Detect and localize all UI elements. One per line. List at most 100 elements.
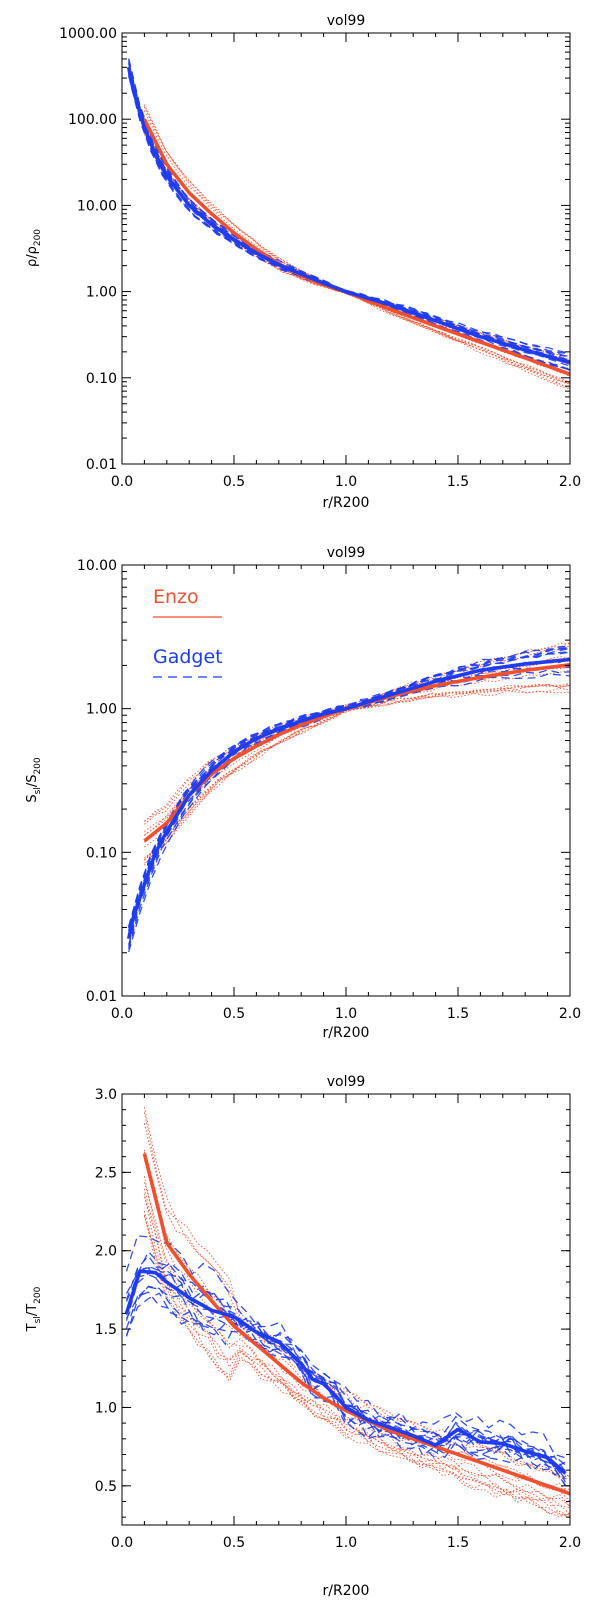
y-tick-label: 1.0 [95, 1400, 117, 1416]
gadget-individual-profile [128, 657, 570, 938]
entropy-plot-frame [121, 564, 571, 997]
density-y-axis-label: ρ/ρ200 [25, 229, 43, 267]
gadget-individual-profile [128, 657, 570, 937]
enzo-individual-profile [144, 683, 570, 861]
x-tick-label: 0.0 [111, 474, 133, 490]
y-tick-label: 0.10 [86, 371, 117, 387]
x-tick-label: 0.0 [111, 1535, 133, 1551]
temperature-title: vol99 [327, 1074, 366, 1090]
gadget-individual-profile [128, 75, 570, 371]
enzo-mean-line [142, 118, 570, 376]
gadget-mean-line [124, 1269, 567, 1475]
y-tick-label: 2.5 [95, 1165, 117, 1181]
entropy-panel: vol99 0.0 0.5 1.0 1.5 2.0 0.01 0.10 1.00 10.00 E… [25, 545, 581, 1041]
enzo-individual-profile [143, 106, 570, 361]
enzo-individual-profile [144, 669, 570, 848]
legend-label-gadget: Gadget [153, 646, 223, 668]
x-tick-label: 0.5 [223, 1006, 245, 1022]
y-tick-label: 1000.00 [59, 26, 117, 42]
gadget-individual-profile [128, 673, 570, 953]
y-tick-label: 0.10 [86, 845, 117, 861]
density-x-axis-label: r/R200 [323, 495, 370, 511]
temperature-y-axis-label-sub2: 200 [33, 1286, 43, 1303]
enzo-individual-profile [143, 110, 570, 366]
entropy-legend: Enzo Gadget [153, 586, 223, 678]
enzo-individual-profile [143, 104, 570, 361]
y-tick-label: 100.00 [68, 112, 117, 128]
y-tick-label: 2.0 [95, 1244, 117, 1260]
enzo-individual-profile [144, 660, 570, 836]
x-tick-label: 1.5 [447, 1006, 469, 1022]
y-tick-label: 10.00 [77, 198, 117, 214]
enzo-individual-profile [143, 106, 570, 361]
enzo-individual-profile [144, 689, 570, 864]
y-tick-label: 1.5 [95, 1322, 117, 1338]
temperature-ticks: 0.0 0.5 1.0 1.5 2.0 0.5 1.0 1.5 2.0 2.5 3.0 [95, 1087, 581, 1551]
y-tick-label: 0.5 [95, 1479, 117, 1495]
enzo-individual-profile [143, 1193, 570, 1519]
enzo-individual-profile [143, 1112, 570, 1480]
temperature-y-axis-label-sub: sl [33, 1316, 43, 1323]
gadget-individual-profile [128, 73, 570, 370]
x-tick-label: 1.5 [447, 474, 469, 490]
y-tick-label: 0.01 [86, 989, 117, 1005]
temperature-panel: vol99 0.0 0.5 1.0 1.5 2.00.51.01.52.02.53.0 … [25, 1074, 581, 1599]
gadget-individual-profile [128, 74, 570, 371]
y-tick-label: 3.0 [95, 1087, 117, 1103]
entropy-y-axis-label-main: S [25, 794, 40, 802]
density-title: vol99 [327, 13, 366, 29]
gadget-individual-profile [125, 1267, 566, 1477]
gadget-individual-profile [128, 651, 570, 932]
enzo-individual-profile [143, 1188, 570, 1509]
enzo-individual-profile [143, 1210, 570, 1518]
temperature-y-axis-label-main: T [25, 1323, 40, 1332]
gadget-individual-profile [125, 1255, 566, 1469]
x-tick-label: 0.5 [223, 474, 245, 490]
legend-label-enzo: Enzo [153, 586, 199, 608]
gadget-mean-line [126, 66, 570, 365]
enzo-individual-profile [144, 684, 570, 860]
enzo-individual-profile [143, 1176, 570, 1507]
entropy-y-axis-label-sub2: 200 [33, 757, 43, 774]
enzo-individual-profile [143, 1182, 570, 1507]
density-y-axis-label-main: ρ/ρ [25, 246, 40, 267]
enzo-individual-profile [144, 120, 570, 377]
gadget-individual-profile [128, 69, 570, 367]
gadget-individual-profile [128, 75, 570, 371]
x-tick-label: 1.0 [335, 474, 357, 490]
density-y-axis-label-sub: 200 [33, 229, 43, 246]
x-tick-label: 2.0 [559, 1006, 581, 1022]
entropy-ensemble [128, 642, 570, 953]
temperature-y-axis-label: Tsl/T200 [25, 1286, 43, 1332]
enzo-individual-profile [143, 1123, 570, 1478]
x-tick-label: 2.0 [559, 1535, 581, 1551]
gadget-individual-profile [125, 1235, 566, 1459]
x-tick-label: 0.0 [111, 1006, 133, 1022]
enzo-individual-profile [143, 1215, 570, 1517]
entropy-x-axis-label: r/R200 [323, 1025, 370, 1041]
x-tick-label: 1.5 [447, 1535, 469, 1551]
entropy-y-axis-label-sub: sl [33, 787, 43, 794]
enzo-individual-profile [143, 119, 570, 376]
entropy-y-axis-label-main2: /S [25, 775, 40, 788]
density-ticks: 0.0 0.5 1.0 1.5 2.0 0.01 0.10 1.00 10.00 100.00 10… [59, 26, 581, 490]
enzo-individual-profile [144, 134, 570, 390]
entropy-ticks: 0.0 0.5 1.0 1.5 2.0 0.01 0.10 1.00 10.00 [77, 558, 581, 1022]
enzo-individual-profile [144, 683, 570, 859]
x-tick-label: 1.0 [335, 1006, 357, 1022]
y-tick-label: 1.00 [86, 285, 117, 301]
x-tick-label: 2.0 [559, 474, 581, 490]
temperature-x-axis-label: r/R200 [323, 1583, 370, 1599]
enzo-individual-profile [144, 656, 570, 836]
enzo-mean-line [142, 1153, 570, 1496]
enzo-individual-profile [143, 1149, 570, 1490]
density-ensemble [128, 58, 570, 390]
y-tick-label: 0.01 [86, 457, 117, 473]
gadget-individual-profile [125, 1272, 566, 1466]
y-tick-label: 1.00 [86, 702, 117, 718]
x-tick-label: 0.5 [223, 1535, 245, 1551]
gadget-individual-profile [125, 1286, 567, 1486]
entropy-y-axis-label: Ssl/S200 [25, 757, 43, 803]
entropy-title: vol99 [327, 545, 366, 561]
density-plot-frame [121, 32, 571, 465]
